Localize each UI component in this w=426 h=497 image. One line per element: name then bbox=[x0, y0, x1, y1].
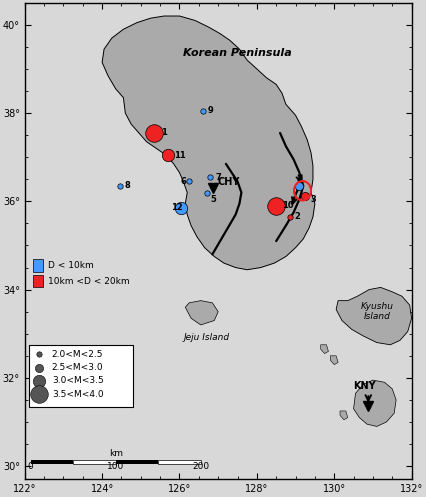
Bar bbox=[116, 460, 158, 464]
Text: 2.5<M<3.0: 2.5<M<3.0 bbox=[52, 363, 104, 372]
Polygon shape bbox=[330, 356, 338, 365]
Text: 3: 3 bbox=[311, 195, 317, 204]
Text: Kyushu
Island: Kyushu Island bbox=[360, 302, 393, 322]
Point bbox=[207, 173, 214, 181]
Text: 3.5<M<4.0: 3.5<M<4.0 bbox=[52, 390, 104, 399]
Polygon shape bbox=[354, 380, 396, 426]
Text: D < 10km: D < 10km bbox=[48, 261, 94, 270]
Text: 2: 2 bbox=[294, 212, 300, 221]
Text: km: km bbox=[109, 449, 123, 458]
Point bbox=[151, 129, 158, 137]
Point bbox=[273, 202, 279, 210]
Text: 11: 11 bbox=[174, 151, 186, 160]
Point bbox=[116, 182, 123, 190]
Text: 10: 10 bbox=[282, 201, 293, 210]
Text: 0: 0 bbox=[28, 462, 34, 471]
Point bbox=[36, 364, 43, 372]
Point bbox=[302, 192, 308, 200]
Bar bbox=[31, 460, 73, 464]
Point bbox=[36, 350, 43, 358]
Polygon shape bbox=[321, 345, 328, 353]
Point bbox=[286, 213, 293, 221]
Text: 1: 1 bbox=[161, 128, 167, 138]
Polygon shape bbox=[185, 301, 218, 325]
Polygon shape bbox=[336, 287, 412, 345]
Bar bbox=[32, 275, 43, 287]
Text: Korean Peninsula: Korean Peninsula bbox=[183, 48, 292, 58]
Point bbox=[203, 188, 210, 196]
Polygon shape bbox=[102, 16, 315, 270]
Point bbox=[36, 390, 43, 398]
Text: 100: 100 bbox=[107, 462, 124, 471]
Text: 7: 7 bbox=[215, 172, 221, 181]
Bar bbox=[29, 345, 133, 407]
Text: 3.0<M<3.5: 3.0<M<3.5 bbox=[52, 376, 104, 386]
Point bbox=[178, 204, 185, 212]
Text: CHY: CHY bbox=[217, 176, 239, 186]
Text: KNY: KNY bbox=[353, 381, 376, 391]
Text: 200: 200 bbox=[192, 462, 209, 471]
Point bbox=[186, 177, 193, 185]
Text: Jeju Island: Jeju Island bbox=[184, 333, 230, 342]
Bar bbox=[158, 460, 201, 464]
Text: 12: 12 bbox=[170, 203, 182, 213]
Bar bbox=[32, 259, 43, 271]
Text: 5: 5 bbox=[210, 195, 216, 204]
Text: 2.0<M<2.5: 2.0<M<2.5 bbox=[52, 350, 104, 359]
Text: 8: 8 bbox=[124, 181, 130, 190]
Polygon shape bbox=[340, 411, 348, 420]
Text: 6: 6 bbox=[181, 177, 187, 186]
Point bbox=[164, 151, 171, 159]
Bar bbox=[73, 460, 116, 464]
Point bbox=[36, 377, 43, 385]
Text: 9: 9 bbox=[207, 106, 213, 115]
Text: 4: 4 bbox=[296, 175, 302, 184]
Text: 10km <D < 20km: 10km <D < 20km bbox=[48, 277, 130, 286]
Point bbox=[199, 107, 206, 115]
Point bbox=[296, 182, 303, 190]
